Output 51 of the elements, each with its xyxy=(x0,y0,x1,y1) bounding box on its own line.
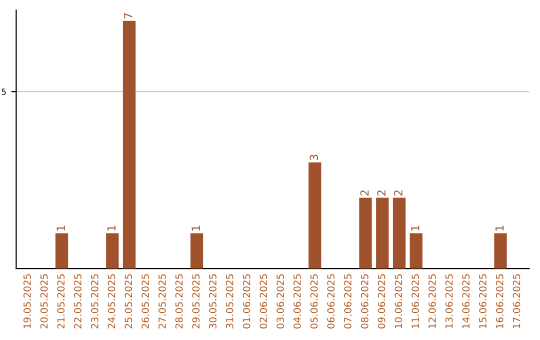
x-tick-label: 30.05.2025 xyxy=(209,274,216,328)
x-tick-label: 05.06.2025 xyxy=(310,274,318,328)
bar xyxy=(359,198,372,269)
x-tick-label: 29.05.2025 xyxy=(192,274,200,328)
x-tick-label: 23.05.2025 xyxy=(90,274,98,328)
bar xyxy=(122,20,136,269)
x-tick-label: 27.05.2025 xyxy=(158,274,166,328)
x-tick-label: 01.06.2025 xyxy=(242,274,250,328)
data-label: 1 xyxy=(495,226,504,231)
x-tick-label: 16.06.2025 xyxy=(496,274,504,328)
x-tick-label: 12.06.2025 xyxy=(428,274,436,328)
data-label: 1 xyxy=(56,226,65,231)
x-tick-label: 26.05.2025 xyxy=(142,274,149,328)
bar xyxy=(55,233,68,269)
data-label: 2 xyxy=(360,190,369,196)
data-label: 1 xyxy=(107,226,116,231)
x-tick-label: 08.06.2025 xyxy=(360,274,368,328)
x-tick-label: 02.06.2025 xyxy=(260,274,268,328)
x-tick-label: 09.06.2025 xyxy=(378,274,386,328)
x-tick-label: 22.05.2025 xyxy=(74,274,82,328)
bar xyxy=(376,198,389,269)
bar xyxy=(308,162,322,269)
data-label: 1 xyxy=(411,226,420,231)
data-label: 3 xyxy=(310,154,318,160)
x-tick-label: 19.05.2025 xyxy=(23,274,31,328)
x-tick-label: 31.05.2025 xyxy=(226,274,234,328)
x-tick-label: 11.06.2025 xyxy=(412,274,419,328)
x-tick-label: 24.05.2025 xyxy=(108,274,116,328)
bar xyxy=(410,233,422,269)
x-tick-label: 04.06.2025 xyxy=(293,274,301,328)
x-tick-label: 25.05.2025 xyxy=(124,274,132,328)
x-tick-label: 13.06.2025 xyxy=(445,274,453,328)
bar xyxy=(106,233,119,269)
y-tick-label: 5 xyxy=(2,88,6,95)
x-tick-label: 28.05.2025 xyxy=(175,274,183,328)
data-label: 2 xyxy=(377,190,386,196)
data-label: 7 xyxy=(124,13,132,19)
x-tick-label: 14.06.2025 xyxy=(462,274,470,328)
x-tick-label: 20.05.2025 xyxy=(40,274,48,328)
bar xyxy=(494,233,507,269)
x-tick-label: 15.06.2025 xyxy=(479,274,486,328)
x-tick-label: 07.06.2025 xyxy=(344,274,352,328)
data-label: 2 xyxy=(394,190,402,196)
bar xyxy=(392,198,406,269)
x-tick-label: 06.06.2025 xyxy=(327,274,335,328)
bar xyxy=(190,233,204,269)
x-tick-label: 03.06.2025 xyxy=(276,274,284,328)
x-tick-label: 21.05.2025 xyxy=(57,274,65,328)
x-tick-label: 17.06.2025 xyxy=(512,274,520,328)
data-label: 1 xyxy=(192,226,200,231)
x-tick-label: 10.06.2025 xyxy=(394,274,402,328)
